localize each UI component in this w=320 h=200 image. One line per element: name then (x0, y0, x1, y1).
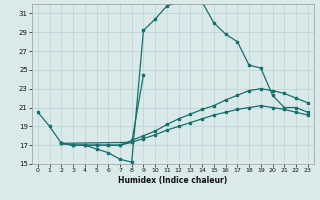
X-axis label: Humidex (Indice chaleur): Humidex (Indice chaleur) (118, 176, 228, 185)
